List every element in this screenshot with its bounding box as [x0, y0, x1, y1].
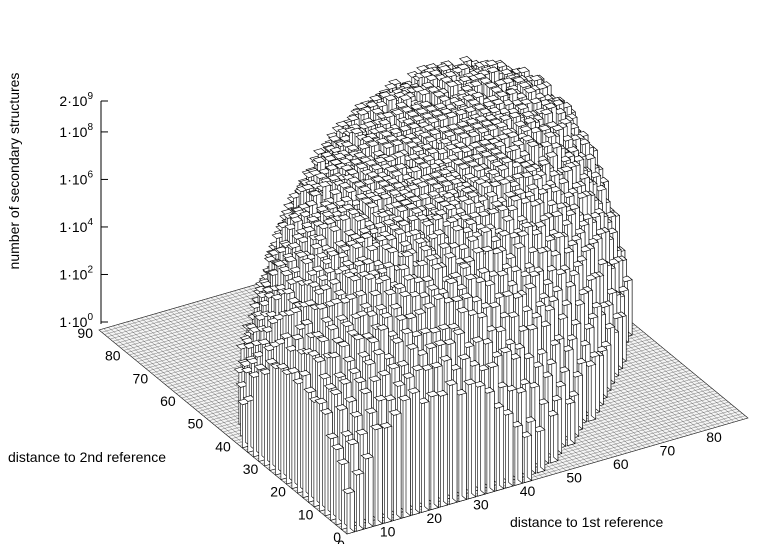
z-tick-label: 1·104: [59, 217, 93, 235]
y-tick-label: 20: [270, 484, 286, 500]
x-tick-label: 50: [566, 470, 582, 486]
bar: [360, 452, 374, 530]
bar: [583, 360, 597, 422]
x-tick-label: 0: [337, 537, 345, 544]
bar: [491, 401, 505, 492]
y-tick-label: 0: [333, 529, 341, 544]
y-axis-label: distance to 2nd reference: [8, 449, 166, 465]
bar: [351, 468, 365, 532]
x-tick-label: 60: [613, 456, 629, 472]
bar: [562, 397, 576, 447]
x-tick-label: 10: [380, 524, 396, 540]
y-tick-label: 60: [160, 393, 176, 409]
bar: [388, 409, 402, 521]
x-tick-label: 40: [520, 483, 536, 499]
x-tick-label: 70: [660, 443, 676, 459]
bar: [532, 425, 546, 474]
bars: [233, 55, 633, 535]
bar: [369, 423, 384, 527]
x-tick-label: 80: [706, 429, 722, 445]
y-tick-label: 70: [133, 370, 149, 386]
bar: [397, 394, 412, 519]
z-tick-label: 1·100: [59, 312, 93, 330]
z-tick-label: 2·109: [59, 91, 93, 109]
bar: [509, 420, 523, 486]
z-axis-label: number of secondary structures: [6, 73, 22, 270]
y-tick-label: 40: [215, 438, 231, 454]
y-tick-label: 80: [105, 348, 121, 364]
tick-labels: 1·100 1·102 1·104 1·106 1·108 2·109 0 10 20 30 40 5…: [59, 91, 722, 544]
bar: [463, 378, 477, 500]
bar: [416, 397, 430, 513]
bar: [481, 386, 495, 494]
bar: [435, 389, 449, 508]
bar: [472, 380, 486, 497]
bar: [425, 390, 440, 511]
y-tick-label: 30: [243, 461, 259, 477]
z-tick-label: 1·106: [59, 169, 93, 187]
bar: [500, 408, 514, 489]
x-tick-label: 30: [473, 497, 489, 513]
bar: [444, 379, 458, 505]
z-tick-label: 1·108: [59, 122, 93, 140]
bar: [407, 387, 421, 516]
bar: [341, 487, 356, 535]
y-tick-label: 90: [77, 325, 93, 341]
y-tick-label: 10: [298, 506, 314, 522]
x-axis-label: distance to 1st reference: [510, 514, 664, 530]
bar: [379, 421, 393, 524]
bar: [453, 388, 468, 502]
x-tick-label: 20: [426, 510, 442, 526]
z-tick-label: 1·102: [59, 264, 93, 282]
y-tick-label: 50: [188, 416, 204, 432]
bar: [519, 431, 533, 484]
